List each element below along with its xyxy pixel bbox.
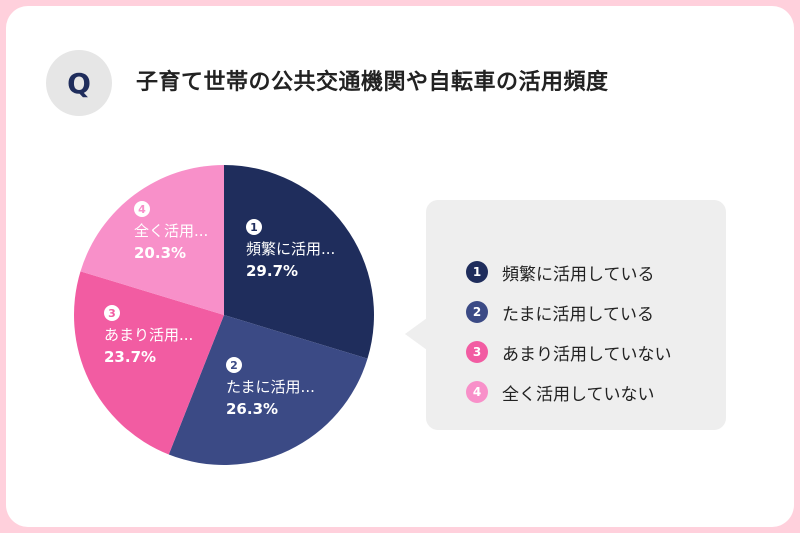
- slice-value-2: 26.3%: [226, 400, 278, 418]
- legend-number-1: 1: [466, 261, 488, 283]
- page-title: 子育て世帯の公共交通機関や自転車の活用頻度: [136, 70, 609, 95]
- slice-value-3: 23.7%: [104, 348, 156, 366]
- slice-value-1: 29.7%: [246, 262, 298, 280]
- legend-number-4: 4: [466, 381, 488, 403]
- pie-slice-4: [80, 165, 224, 315]
- legend-item-3: 3 あまり活用していない: [466, 332, 672, 372]
- slice-value-4: 20.3%: [134, 244, 186, 262]
- slice-label-1: 頻繁に活用...: [246, 240, 335, 258]
- slice-number-1: 1: [250, 221, 258, 234]
- pie-slices: [74, 165, 375, 465]
- legend: 1 頻繁に活用している 2 たまに活用している 3 あまり活用していない 4 全く活用していな…: [426, 200, 726, 430]
- legend-number-3: 3: [466, 341, 488, 363]
- legend-label-2: たまに活用している: [502, 304, 654, 325]
- legend-pointer: [405, 318, 427, 350]
- legend-list: 1 頻繁に活用している 2 たまに活用している 3 あまり活用していない 4 全く活用していな…: [466, 252, 672, 412]
- slice-number-4: 4: [138, 203, 146, 216]
- legend-item-2: 2 たまに活用している: [466, 292, 672, 332]
- legend-label-1: 頻繁に活用している: [502, 264, 655, 285]
- legend-label-3: あまり活用していない: [502, 344, 672, 365]
- legend-item-1: 1 頻繁に活用している: [466, 252, 672, 292]
- pie-slice-1: [224, 165, 375, 359]
- legend-item-4: 4 全く活用していない: [466, 372, 672, 412]
- slice-label-2: たまに活用...: [226, 378, 315, 396]
- slice-label-4: 全く活用...: [134, 222, 208, 240]
- question-badge-letter: Q: [67, 66, 91, 100]
- slice-label-3: あまり活用...: [104, 326, 193, 344]
- slice-number-badge-1: [246, 219, 262, 235]
- slice-number-2: 2: [230, 359, 238, 372]
- slice-number-badge-3: [104, 305, 120, 321]
- question-badge: Q: [46, 50, 112, 116]
- slice-number-badge-4: [134, 201, 150, 217]
- pie-slice-2: [168, 315, 368, 465]
- legend-number-2: 2: [466, 301, 488, 323]
- slice-number-3: 3: [108, 307, 116, 320]
- slice-number-badge-2: [226, 357, 242, 373]
- legend-label-4: 全く活用していない: [502, 384, 655, 405]
- pie-labels: 1 頻繁に活用... 29.7% 2 たまに活用... 26.3% 3 あまり活用... 23.…: [104, 201, 335, 418]
